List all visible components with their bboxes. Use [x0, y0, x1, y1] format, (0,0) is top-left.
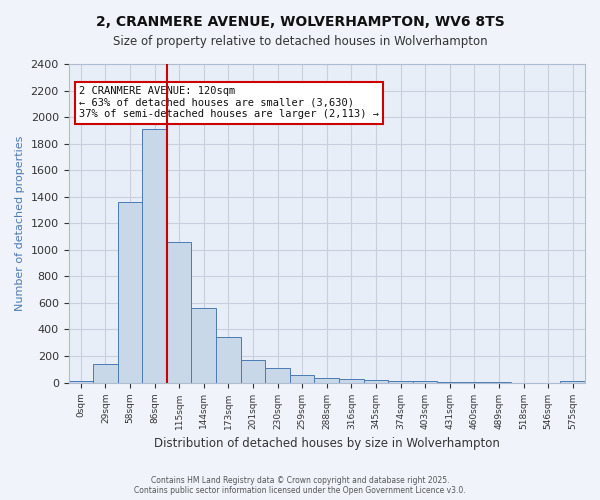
Text: Size of property relative to detached houses in Wolverhampton: Size of property relative to detached ho…: [113, 35, 487, 48]
Bar: [339, 378, 364, 382]
Bar: [167, 242, 191, 382]
Bar: [118, 202, 142, 382]
Bar: [142, 129, 167, 382]
Text: 2 CRANMERE AVENUE: 120sqm
← 63% of detached houses are smaller (3,630)
37% of se: 2 CRANMERE AVENUE: 120sqm ← 63% of detac…: [79, 86, 379, 120]
Bar: [413, 381, 437, 382]
Bar: [290, 376, 314, 382]
Text: 2, CRANMERE AVENUE, WOLVERHAMPTON, WV6 8TS: 2, CRANMERE AVENUE, WOLVERHAMPTON, WV6 8…: [95, 15, 505, 29]
X-axis label: Distribution of detached houses by size in Wolverhampton: Distribution of detached houses by size …: [154, 437, 500, 450]
Bar: [388, 380, 413, 382]
Bar: [68, 381, 93, 382]
Bar: [191, 308, 216, 382]
Bar: [93, 364, 118, 382]
Bar: [265, 368, 290, 382]
Bar: [560, 380, 585, 382]
Bar: [314, 378, 339, 382]
Y-axis label: Number of detached properties: Number of detached properties: [15, 136, 25, 311]
Bar: [216, 338, 241, 382]
Text: Contains HM Land Registry data © Crown copyright and database right 2025.
Contai: Contains HM Land Registry data © Crown c…: [134, 476, 466, 495]
Bar: [364, 380, 388, 382]
Bar: [241, 360, 265, 382]
